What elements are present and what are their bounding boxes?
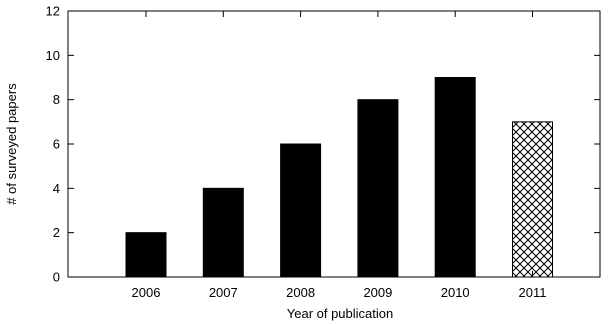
bar-2007 [202, 187, 244, 278]
x-axis-label: Year of publication [287, 306, 394, 321]
y-tick-label-10: 10 [46, 48, 60, 63]
y-axis-label: # of surveyed papers [4, 83, 19, 205]
x-tick-label-2008: 2008 [286, 285, 315, 300]
y-tick-label-4: 4 [53, 181, 60, 196]
x-tick-label-2006: 2006 [132, 285, 161, 300]
y-tick-label-8: 8 [53, 92, 60, 107]
x-tick-label-2011: 2011 [519, 285, 547, 300]
y-tick-label-6: 6 [53, 137, 60, 152]
y-tick-label-0: 0 [53, 270, 60, 285]
bars-group [125, 77, 553, 278]
x-tick-label-2007: 2007 [209, 285, 238, 300]
y-tick-label-12: 12 [46, 4, 60, 19]
bar-2009 [357, 99, 399, 278]
y-tick-label-2: 2 [53, 225, 60, 240]
bar-2011 [512, 121, 553, 278]
x-tick-label-2009: 2009 [363, 285, 392, 300]
x-tick-labels: 2006 2007 2008 2009 2010 2011 [132, 285, 547, 300]
bar-2010 [434, 77, 476, 278]
bar-2008 [280, 143, 322, 278]
y-tick-labels: 0 2 4 6 8 10 12 [46, 4, 60, 285]
x-tick-label-2010: 2010 [441, 285, 470, 300]
plot-frame [67, 10, 601, 278]
bar-2006 [125, 232, 167, 278]
